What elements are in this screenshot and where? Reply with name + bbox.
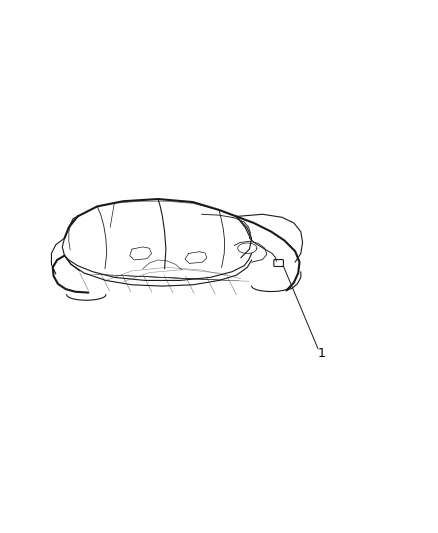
FancyBboxPatch shape [274,260,283,266]
Text: 1: 1 [318,347,325,360]
